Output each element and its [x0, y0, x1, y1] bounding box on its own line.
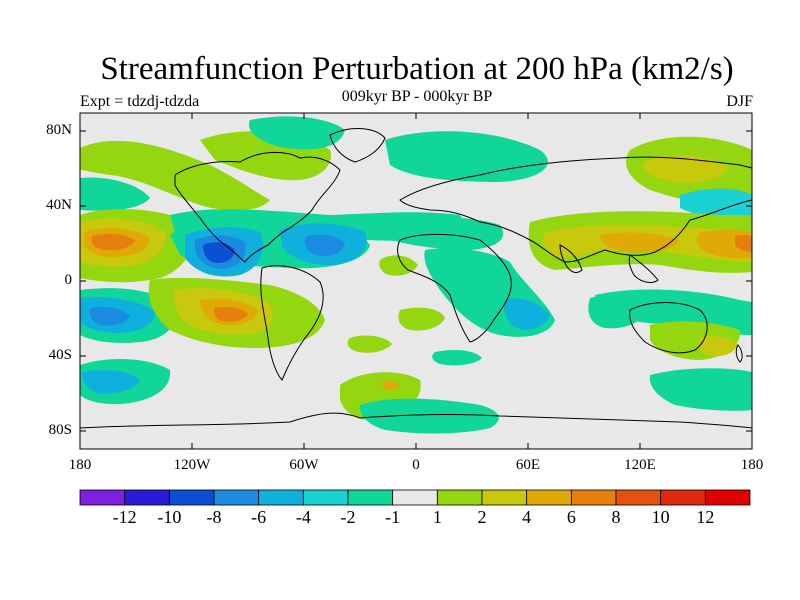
coast-india	[559, 244, 583, 273]
field-south-indian-cyan	[649, 368, 752, 411]
colorbar-swatch	[258, 489, 304, 506]
colorbar-tick-label: 12	[696, 507, 715, 527]
coast-eurasia	[399, 156, 752, 263]
field-arctic-cyan	[249, 116, 345, 150]
coast-southeast-asia	[628, 254, 659, 283]
field-south-pacific-deepblue	[89, 306, 130, 326]
colorbar-swatch	[526, 489, 572, 506]
colorbar-tick-label: 2	[477, 507, 487, 527]
colorbar-swatch	[302, 489, 349, 506]
field-antarctic-orange	[382, 381, 401, 390]
field-east-atlantic-green	[380, 217, 504, 250]
coast-australia	[629, 302, 708, 354]
season-label: DJF	[726, 93, 753, 110]
field-mid-atlantic-blue	[304, 234, 345, 257]
lat-label-80n: 80N	[46, 122, 72, 138]
field-left-cyan	[80, 177, 150, 211]
colorbar-swatch	[347, 489, 394, 506]
colorbar-swatch	[392, 489, 438, 506]
colorbar	[79, 489, 751, 506]
field-asia-orange	[600, 232, 680, 253]
lon-label-180w: 180	[68, 457, 92, 473]
axis-ticks	[80, 113, 752, 449]
colorbar-tick-label: -6	[251, 507, 267, 527]
colorbar-tick-label: -8	[206, 507, 222, 527]
colorbar-swatch	[79, 489, 126, 506]
field-south-america-dark-orange	[213, 306, 248, 322]
period-label: 009kyr BP - 000kyr BP	[341, 88, 493, 105]
colorbar-tick-label: 10	[651, 507, 670, 527]
field-pacific-dark-orange	[91, 233, 135, 251]
colorbar-tick-label: -10	[157, 507, 182, 527]
colorbar-swatch	[570, 489, 617, 506]
map-panel	[80, 113, 752, 449]
colorbar-swatch	[660, 489, 706, 506]
colorbar-tick-label: 8	[611, 507, 621, 527]
coast-new-zealand	[735, 344, 743, 363]
experiment-label: Expt = tdzdj-tdzda	[80, 93, 200, 110]
lon-label-120e: 120E	[624, 457, 656, 473]
lat-label-40s: 40S	[48, 347, 72, 363]
field-australia-cyan	[595, 289, 752, 335]
field-siberia-yellow	[643, 155, 730, 183]
lat-label-0: 0	[64, 272, 73, 288]
lat-label-40n: 40N	[46, 197, 72, 213]
colorbar-tick-label: 1	[432, 507, 442, 527]
colorbar-swatch	[615, 489, 662, 506]
lon-label-120w: 120W	[173, 457, 211, 473]
field-antarctic-cyan	[359, 398, 499, 434]
coast-north-america	[174, 151, 341, 263]
coastlines	[80, 128, 752, 429]
colorbar-tick-label: -4	[295, 507, 311, 527]
lon-label-60w: 60W	[289, 457, 319, 473]
lon-label-60e: 60E	[515, 457, 541, 473]
field-east-pacific-dark-orange	[735, 234, 752, 252]
field-south-atlantic-green-2	[347, 335, 392, 353]
colorbar-tick-label: -2	[340, 507, 356, 527]
field-southern-ocean-blue	[82, 370, 140, 394]
lon-label-0: 0	[412, 457, 420, 473]
colorbar-tick-label: 6	[566, 507, 576, 527]
field-africa-blue	[504, 298, 550, 330]
lat-label-80s: 80S	[48, 422, 72, 438]
colorbar-swatch	[481, 489, 528, 506]
lon-label-180e: 180	[740, 457, 764, 473]
colorbar-tick-label: -12	[112, 507, 137, 527]
coast-south-america	[260, 265, 324, 381]
colorbar-tick-label: 4	[522, 507, 532, 527]
coast-africa	[397, 233, 512, 343]
colorbar-swatch	[168, 489, 215, 506]
field-south-atlantic-green	[398, 307, 445, 331]
field-south-atlantic-cyan	[432, 350, 482, 366]
colorbar-swatch	[704, 489, 751, 506]
field-gulf-darkblue	[203, 242, 235, 263]
coast-greenland	[329, 128, 386, 163]
colorbar-swatch	[124, 489, 170, 506]
coast-antarctica	[80, 412, 752, 429]
chart-title: Streamfunction Perturbation at 200 hPa (…	[100, 51, 734, 87]
field-australia-yellow	[698, 336, 738, 357]
field-nw-pacific-cyan	[680, 188, 752, 218]
colorbar-tick-label: -1	[385, 507, 401, 527]
colorbar-swatch	[436, 489, 483, 506]
colorbar-swatch	[213, 489, 260, 506]
